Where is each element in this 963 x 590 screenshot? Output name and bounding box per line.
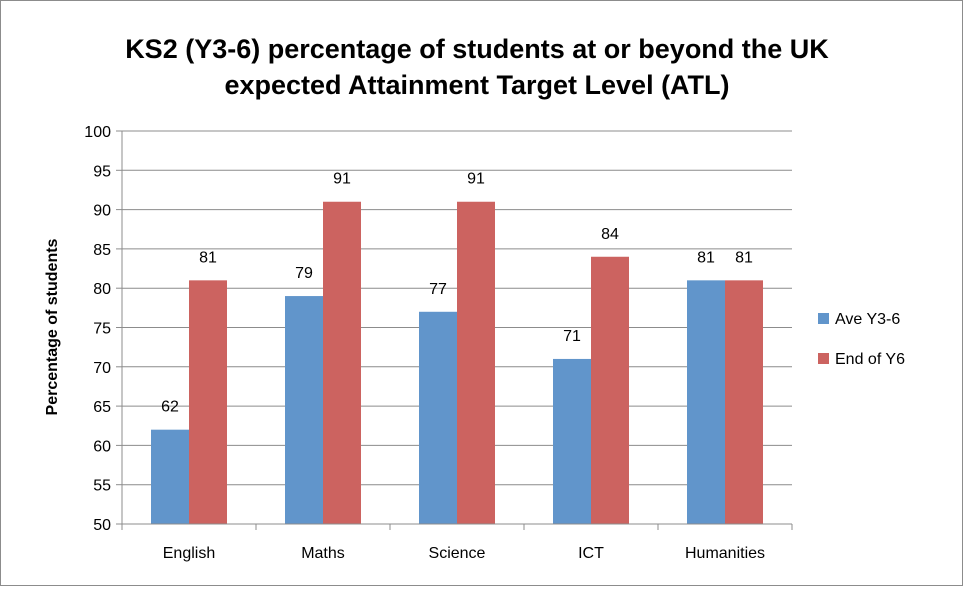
y-tick-label-95: 95 (93, 163, 111, 180)
y-tick-label-100: 100 (84, 124, 111, 141)
legend-swatch-end-of-y6 (818, 353, 829, 364)
bar-english-end-of-y6 (189, 280, 227, 524)
y-tick-label-55: 55 (93, 478, 111, 495)
data-label-science-end-of-y6: 91 (467, 171, 485, 188)
bar-ict-end-of-y6 (591, 256, 629, 524)
data-label-ict-end-of-y6: 84 (601, 226, 619, 243)
y-tick-label-75: 75 (93, 321, 111, 338)
x-tick-label-english: English (163, 545, 215, 562)
data-labels: 62 81 79 91 77 91 71 84 81 81 (161, 171, 753, 416)
bar-english-ave-y3-6 (151, 429, 189, 524)
y-tick-label-60: 60 (93, 438, 111, 455)
data-label-maths-end-of-y6: 91 (333, 171, 351, 188)
data-label-maths-ave-y3-6: 79 (295, 265, 313, 282)
data-label-english-end-of-y6: 81 (199, 249, 217, 266)
data-label-ict-ave-y3-6: 71 (563, 328, 581, 345)
legend-label-ave-y3-6: Ave Y3-6 (835, 311, 900, 328)
y-tick-label-65: 65 (93, 399, 111, 416)
legend-swatch-ave-y3-6 (818, 313, 829, 324)
y-tick-label-50: 50 (93, 517, 111, 534)
chart-title-line-2: expected Attainment Target Level (ATL) (224, 70, 729, 100)
y-tick-label-70: 70 (93, 360, 111, 377)
bar-maths-ave-y3-6 (285, 296, 323, 524)
bar-science-ave-y3-6 (419, 311, 457, 524)
x-tick-label-ict: ICT (578, 545, 604, 562)
legend: Ave Y3-6 End of Y6 (818, 311, 905, 368)
data-label-humanities-end-of-y6: 81 (735, 249, 753, 266)
x-tick-label-science: Science (429, 545, 486, 562)
bar-humanities-end-of-y6 (725, 280, 763, 524)
legend-label-end-of-y6: End of Y6 (835, 351, 905, 368)
chart-title-line-1: KS2 (Y3-6) percentage of students at or … (125, 34, 829, 64)
bar-ict-ave-y3-6 (553, 358, 591, 524)
y-tick-label-90: 90 (93, 203, 111, 220)
axes: 50 55 60 65 70 75 80 85 90 95 100 English Maths Scien… (84, 124, 793, 562)
y-axis-label: Percentage of students (44, 238, 61, 415)
bars (151, 201, 763, 525)
bar-humanities-ave-y3-6 (687, 280, 725, 524)
data-label-science-ave-y3-6: 77 (429, 281, 447, 298)
data-label-english-ave-y3-6: 62 (161, 399, 179, 416)
x-tick-label-maths: Maths (301, 545, 345, 562)
data-label-humanities-ave-y3-6: 81 (697, 249, 715, 266)
bar-maths-end-of-y6 (323, 201, 361, 525)
y-tick-label-80: 80 (93, 281, 111, 298)
bar-science-end-of-y6 (457, 201, 495, 525)
x-tick-label-humanities: Humanities (685, 545, 765, 562)
y-tick-label-85: 85 (93, 242, 111, 259)
